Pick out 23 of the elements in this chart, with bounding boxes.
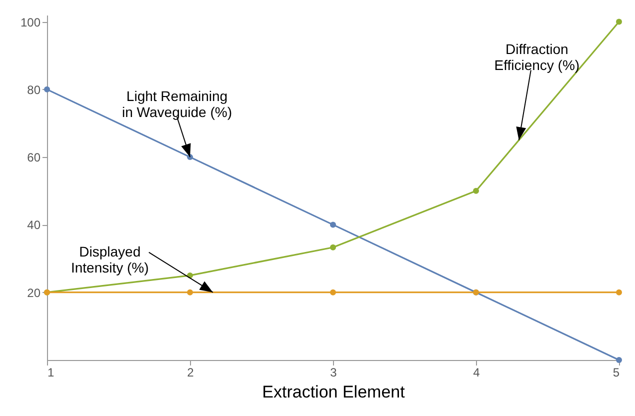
annotation: Light Remaining in Waveguide (%) [122, 88, 232, 120]
x-tick-label: 1 [48, 366, 54, 380]
point [330, 244, 336, 250]
y-tick-label: 20 [27, 286, 41, 300]
point [616, 289, 622, 296]
annotation: Diffraction Efficiency (%) [494, 41, 580, 74]
point [616, 18, 622, 25]
x-tick-label: 2 [187, 366, 194, 380]
y-tick-label: 60 [27, 150, 41, 165]
x-axis-title: Extraction Element [262, 382, 406, 402]
annotation: Displayed Intensity (%) [70, 243, 149, 276]
point [44, 86, 50, 92]
x-tick-label: 5 [612, 366, 620, 380]
point [187, 289, 193, 296]
point [330, 289, 336, 296]
y-tick-label: 40 [27, 218, 41, 232]
point [330, 222, 336, 228]
x-tick-label: 4 [473, 366, 480, 380]
y-tick-label: 100 [20, 15, 41, 30]
point [616, 357, 622, 363]
x-tick-label: 3 [330, 366, 338, 380]
point [473, 188, 479, 194]
y-tick-label: 80 [27, 82, 41, 97]
